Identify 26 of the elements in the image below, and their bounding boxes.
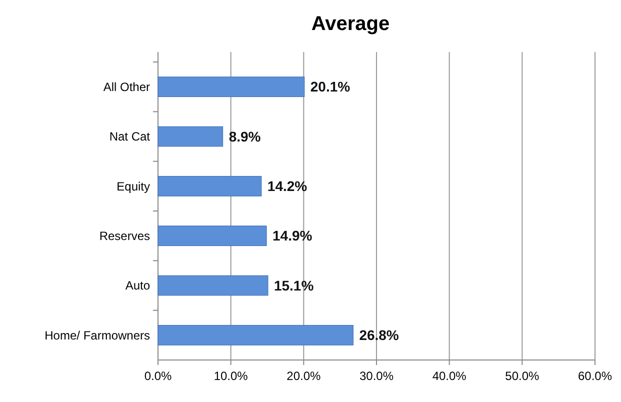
x-tick-label: 30.0% [359,369,394,383]
bar [158,324,354,346]
data-label: 14.2% [267,178,308,194]
x-tick-label: 10.0% [214,369,248,383]
x-tick-label: 20.0% [286,369,322,383]
data-label: 8.9% [228,128,262,144]
data-label: 20.1% [310,78,351,95]
y-tick-label: Reserves [99,229,150,244]
bar [158,76,305,98]
y-tick-label: Auto [125,278,150,293]
y-tick-label: Equity [116,179,150,194]
x-tick-label: 40.0% [432,369,467,383]
y-tick-label: Nat Cat [109,130,151,144]
bar [158,226,267,246]
data-label: 26.8% [359,327,400,344]
x-tick-label: 50.0% [505,369,540,383]
data-label: 15.1% [274,277,314,294]
chart-title: Average [311,13,390,35]
x-tick-label: 60.0% [578,369,612,383]
bar [158,176,262,196]
y-tick-label: Home/ Farmowners [44,328,150,342]
bar [158,126,224,147]
bar [158,275,268,296]
x-tick-label: 0.0% [144,369,172,383]
y-tick-label: All Other [103,80,150,94]
data-label: 14.9% [272,228,313,244]
